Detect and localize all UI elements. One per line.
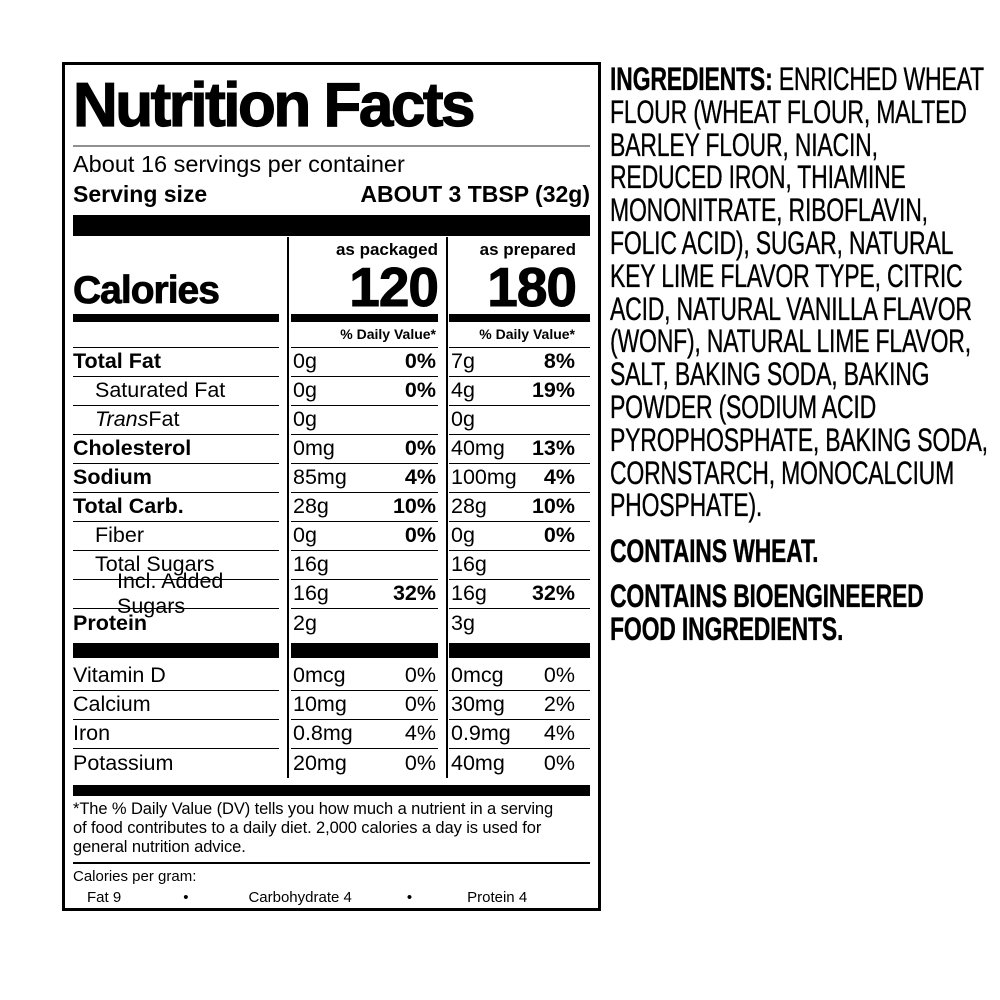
nutrient-prepared: 40mg 13% bbox=[449, 435, 590, 464]
nutrient-name: Calcium bbox=[73, 691, 279, 720]
thick-separator-bar bbox=[73, 784, 590, 796]
nutrient-prepared: 100mg 4% bbox=[449, 464, 590, 493]
column-divider bbox=[287, 236, 289, 778]
nutrient-prepared: 7g 8% bbox=[449, 348, 590, 377]
nutrient-packaged: 2g bbox=[293, 610, 317, 635]
nutrient-name: Incl. Added Sugars bbox=[73, 569, 279, 618]
daily-value-header-spacer bbox=[73, 322, 279, 348]
nutrient-name: Potassium bbox=[73, 750, 174, 775]
nutrient-packaged: 0g 0% bbox=[291, 522, 438, 551]
nutrient-name: Cholesterol bbox=[73, 435, 279, 464]
nutrient-prepared: 40mg 0% bbox=[451, 750, 575, 775]
ingredients-list: ENRICHED WHEAT FLOUR (WHEAT FLOUR, MALTE… bbox=[610, 61, 988, 524]
bullet-separator: • bbox=[183, 888, 189, 906]
nutrient-packaged: 85mg 4% bbox=[291, 464, 438, 493]
daily-value-header-prepared: % Daily Value* bbox=[449, 322, 590, 348]
as-prepared-header: as prepared bbox=[479, 239, 576, 259]
contains-wheat-statement: CONTAINS WHEAT. bbox=[610, 533, 819, 570]
ingredients-text-block: INGREDIENTS: ENRICHED WHEAT FLOUR (WHEAT… bbox=[610, 61, 1000, 647]
as-packaged-header-cell: as packaged 120 bbox=[291, 237, 440, 322]
nutrient-packaged: 20mg 0% bbox=[293, 750, 436, 775]
bioengineered-statement: CONTAINS BIOENGINEERED FOOD INGREDIENTS. bbox=[610, 577, 924, 647]
nutrient-prepared: 4g 19% bbox=[449, 377, 590, 406]
title-divider bbox=[73, 144, 590, 147]
nutrient-name: Protein bbox=[73, 610, 148, 635]
nutrient-packaged: 16g 32% bbox=[291, 580, 438, 609]
serving-size-value: ABOUT 3 TBSP (32g) bbox=[360, 180, 590, 207]
nutrient-name: Total Fat bbox=[73, 348, 279, 377]
nutrient-prepared: 30mg 2% bbox=[449, 691, 590, 720]
serving-size-label: Serving size bbox=[73, 180, 208, 207]
protein-per-gram: Protein 4 bbox=[467, 888, 528, 906]
daily-value-footnote: *The % Daily Value (DV) tells you how mu… bbox=[73, 799, 554, 857]
section-separator-bar bbox=[449, 642, 590, 658]
nutrient-name: Sodium bbox=[73, 464, 279, 493]
calories-as-packaged: 120 bbox=[349, 255, 440, 318]
column-divider bbox=[446, 236, 448, 778]
thick-separator-bar bbox=[73, 214, 590, 236]
ingredients-panel: INGREDIENTS: ENRICHED WHEAT FLOUR (WHEAT… bbox=[610, 61, 1000, 647]
nutrient-packaged: 0.8mg 4% bbox=[291, 720, 438, 749]
nutrient-packaged: 0g 0% bbox=[291, 348, 438, 377]
nutrient-packaged: 28g 10% bbox=[291, 493, 438, 522]
calories-per-gram: Calories per gram: Fat 9 • Carbohydrate … bbox=[73, 868, 590, 906]
calories-as-prepared: 180 bbox=[487, 255, 578, 318]
nutrition-facts-label: Nutrition Facts About 16 servings per co… bbox=[62, 62, 601, 911]
nutrition-facts-title: Nutrition Facts bbox=[72, 71, 476, 140]
as-prepared-header-cell: as prepared 180 bbox=[449, 237, 590, 322]
section-separator-bar bbox=[291, 642, 438, 658]
nutrient-packaged: 0mg 0% bbox=[291, 435, 438, 464]
fat-per-gram: Fat 9 bbox=[87, 888, 122, 906]
nutrition-grid: Calories as packaged 120 as prepared 180… bbox=[73, 237, 590, 778]
nutrient-packaged: 16g bbox=[291, 551, 438, 580]
nutrient-prepared: 0.9mg 4% bbox=[449, 720, 590, 749]
nutrient-prepared: 0mcg 0% bbox=[449, 662, 590, 691]
calories-header-cell: Calories bbox=[73, 237, 279, 322]
nutrient-packaged: 0mcg 0% bbox=[291, 662, 438, 691]
carbohydrate-per-gram: Carbohydrate 4 bbox=[248, 888, 352, 906]
nutrient-prepared: 28g 10% bbox=[449, 493, 590, 522]
nutrient-prepared: 16g bbox=[449, 551, 590, 580]
nutrient-name: Fiber bbox=[73, 522, 279, 551]
calories-label: Calories bbox=[73, 268, 221, 312]
ingredients-heading: INGREDIENTS: bbox=[610, 61, 773, 97]
daily-value-header-packaged: % Daily Value* bbox=[291, 322, 438, 348]
nutrition-columns: Calories as packaged 120 as prepared 180… bbox=[73, 236, 590, 778]
nutrient-name: Total Sugars bbox=[73, 551, 279, 580]
nutrient-packaged: 0g bbox=[291, 406, 438, 435]
bullet-separator: • bbox=[406, 888, 413, 906]
nutrient-name: Total Carb. bbox=[73, 493, 279, 522]
nutrient-name: Saturated Fat bbox=[73, 377, 279, 406]
calories-per-gram-label: Calories per gram: bbox=[73, 867, 197, 885]
nutrient-prepared: 3g bbox=[451, 610, 475, 635]
calories-per-gram-values: Fat 9 • Carbohydrate 4 • Protein 4 bbox=[73, 889, 590, 906]
ingredients-statement: INGREDIENTS: ENRICHED WHEAT FLOUR (WHEAT… bbox=[610, 61, 1000, 524]
nutrient-prepared: 0g 0% bbox=[449, 522, 590, 551]
nutrient-name: Iron bbox=[73, 720, 279, 749]
nutrient-prepared: 0g bbox=[449, 406, 590, 435]
section-separator-bar bbox=[73, 642, 279, 658]
servings-per-container: About 16 servings per container bbox=[73, 150, 405, 177]
nutrient-packaged: 10mg 0% bbox=[291, 691, 438, 720]
as-packaged-header: as packaged bbox=[335, 239, 438, 259]
nutrient-name: Vitamin D bbox=[73, 662, 279, 691]
footnote-divider bbox=[73, 862, 590, 864]
nutrient-packaged: 0g 0% bbox=[291, 377, 438, 406]
serving-size-row: Serving size ABOUT 3 TBSP (32g) bbox=[73, 181, 590, 208]
nutrient-prepared: 16g 32% bbox=[449, 580, 590, 609]
nutrient-name: Trans Fat bbox=[73, 406, 279, 435]
